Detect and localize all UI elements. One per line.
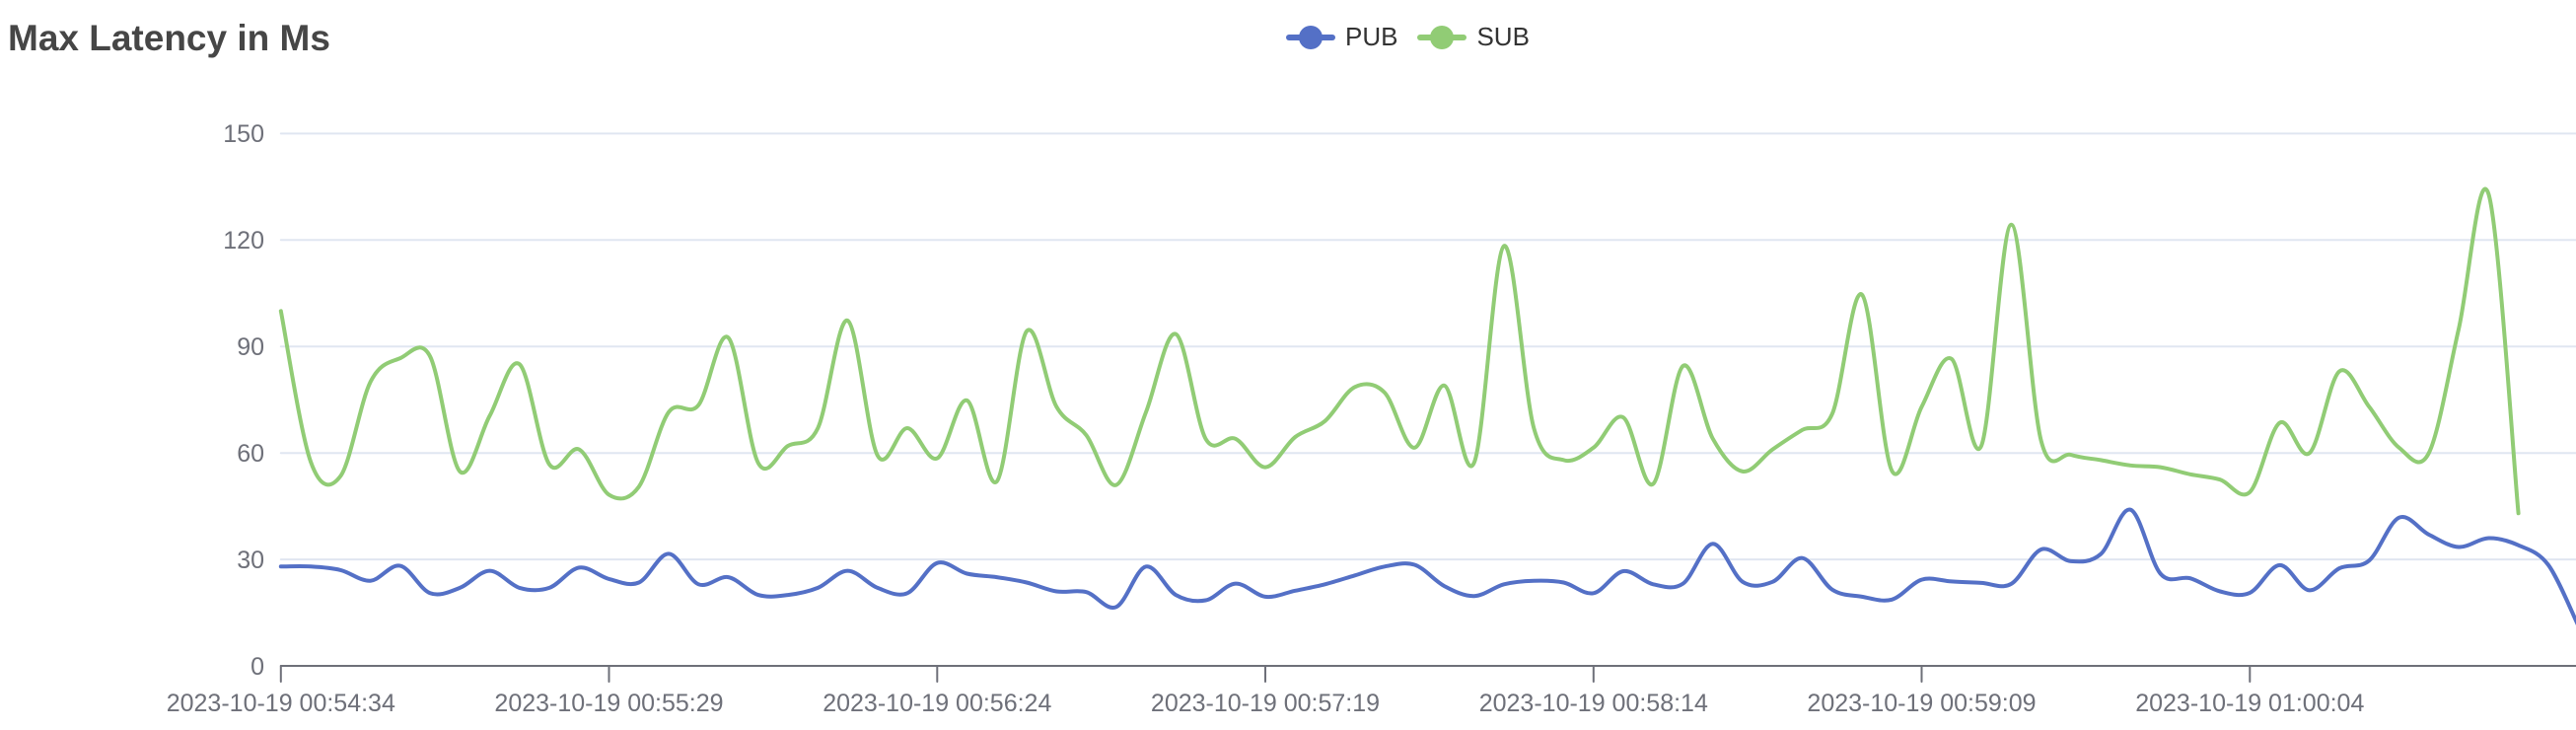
svg-text:2023-10-19 00:58:14: 2023-10-19 00:58:14 [1479,690,1708,717]
svg-text:2023-10-19 00:57:19: 2023-10-19 00:57:19 [1151,690,1380,717]
svg-text:30: 30 [237,547,264,574]
svg-text:2023-10-19 00:56:24: 2023-10-19 00:56:24 [823,690,1051,717]
svg-text:2023-10-19 01:00:04: 2023-10-19 01:00:04 [2135,690,2364,717]
svg-text:150: 150 [223,120,264,148]
svg-text:90: 90 [237,333,264,361]
svg-text:2023-10-19 00:54:34: 2023-10-19 00:54:34 [167,690,395,717]
svg-text:60: 60 [237,440,264,468]
svg-text:0: 0 [250,653,264,681]
svg-text:2023-10-19 00:55:29: 2023-10-19 00:55:29 [494,690,723,717]
svg-text:120: 120 [223,227,264,255]
svg-text:2023-10-19 00:59:09: 2023-10-19 00:59:09 [1807,690,2036,717]
